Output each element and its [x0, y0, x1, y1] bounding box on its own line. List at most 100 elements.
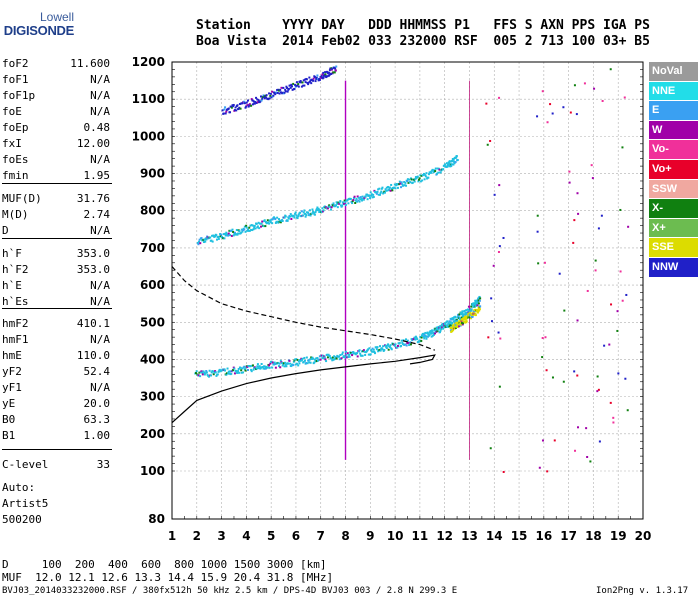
echo-point: [358, 200, 361, 203]
echo-point: [429, 330, 432, 333]
echo-point: [376, 190, 379, 193]
echo-point: [302, 84, 305, 87]
echo-point: [310, 357, 313, 360]
echo-point: [295, 84, 298, 87]
echo-point: [198, 238, 201, 241]
echo-point: [472, 310, 475, 313]
echo-point: [302, 79, 305, 82]
echo-point: [430, 335, 433, 338]
echo-point: [452, 163, 455, 166]
echo-point: [284, 215, 287, 218]
echo-point: [442, 327, 445, 330]
echo-point: [462, 314, 465, 317]
echo-point: [314, 80, 317, 83]
echo-point: [294, 211, 297, 214]
footer-file-info: BVJ03_2014033232000.RSF / 380fx512h 50 k…: [2, 586, 458, 596]
echo-point: [325, 206, 328, 209]
param-value: N/A: [90, 153, 110, 166]
echo-point: [338, 358, 341, 361]
echo-point: [432, 171, 435, 174]
echo-point: [438, 331, 441, 334]
echo-point: [218, 368, 221, 371]
noise-point: [625, 293, 628, 296]
echo-point: [254, 227, 257, 230]
echo-point: [308, 76, 311, 79]
echo-point: [261, 365, 264, 368]
echo-point: [284, 363, 287, 366]
echo-point: [264, 365, 267, 368]
echo-point: [356, 355, 359, 358]
echo-point: [232, 234, 235, 237]
echo-point: [245, 224, 248, 227]
echo-point: [390, 183, 393, 186]
echo-point: [277, 362, 280, 365]
echo-point: [477, 302, 480, 305]
param-value: N/A: [90, 105, 110, 118]
echo-point: [304, 215, 307, 218]
legend-item-nnw: NNW: [649, 257, 698, 278]
echo-point: [208, 369, 211, 372]
noise-point: [498, 385, 501, 388]
param-value: 353.0: [76, 247, 110, 260]
param-value: 33: [96, 458, 110, 471]
echo-point: [305, 362, 308, 365]
echo-point: [474, 314, 477, 317]
noise-point: [541, 356, 544, 359]
echo-point: [212, 370, 215, 373]
echo-point: [202, 241, 205, 244]
noise-point: [626, 409, 629, 412]
echo-point: [418, 339, 421, 342]
echo-point: [432, 169, 435, 172]
noise-point: [573, 219, 576, 222]
echo-point: [359, 352, 362, 355]
echo-point: [272, 94, 275, 97]
echo-point: [389, 189, 392, 192]
echo-point: [202, 238, 205, 241]
noise-point: [576, 192, 579, 195]
noise-point: [593, 87, 596, 90]
echo-point: [372, 348, 375, 351]
echo-point: [233, 367, 236, 370]
echo-point: [278, 362, 281, 365]
echo-point: [292, 82, 295, 85]
echo-point: [383, 191, 386, 194]
echo-point: [244, 106, 247, 109]
echo-point: [473, 303, 476, 306]
echo-point: [292, 364, 295, 367]
echo-point: [232, 369, 235, 372]
param-name: fxI: [2, 137, 22, 150]
noise-point: [546, 470, 549, 473]
echo-point: [360, 198, 363, 201]
echo-point: [307, 359, 310, 362]
echo-point: [470, 314, 473, 317]
echo-point: [455, 155, 458, 158]
noise-point: [489, 139, 492, 142]
echo-point: [425, 337, 428, 340]
echo-point: [370, 350, 373, 353]
noise-point: [543, 261, 546, 264]
echo-point: [245, 366, 248, 369]
echo-point: [401, 343, 404, 346]
noise-point: [603, 344, 606, 347]
echo-point: [270, 360, 273, 363]
echo-point: [230, 372, 233, 375]
echo-point: [246, 228, 249, 231]
echo-point: [216, 373, 219, 376]
echo-point: [245, 226, 248, 229]
param-row: hmF2 410.1: [2, 316, 110, 332]
echo-point: [225, 373, 228, 376]
echo-point: [212, 373, 215, 376]
echo-point: [277, 221, 280, 224]
echo-point: [286, 90, 289, 93]
param-value: 31.76: [76, 192, 110, 205]
echo-point: [476, 300, 479, 303]
echo-point: [357, 350, 360, 353]
echo-point: [361, 350, 364, 353]
echo-point: [287, 362, 290, 365]
echo-point: [196, 241, 199, 244]
echo-point: [233, 232, 236, 235]
echo-point: [281, 220, 284, 223]
param-name: h`F: [2, 247, 22, 260]
echo-point: [275, 91, 278, 94]
echo-point: [404, 343, 407, 346]
